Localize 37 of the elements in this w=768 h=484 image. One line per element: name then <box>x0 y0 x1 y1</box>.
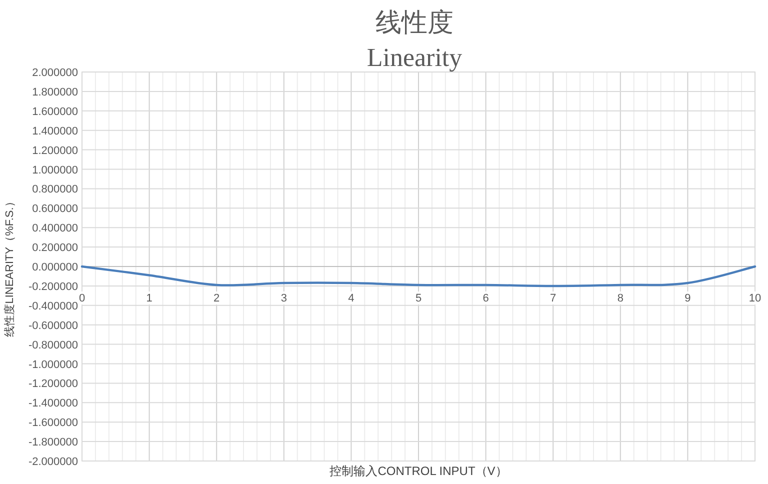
x-tick-label: 6 <box>482 292 489 304</box>
chart-title: 线性度 <box>376 8 454 37</box>
y-tick-label: -0.200000 <box>28 280 78 293</box>
y-tick-label: -0.400000 <box>28 300 78 312</box>
x-tick-label: 0 <box>78 292 86 304</box>
y-tick-label: -1.400000 <box>28 398 78 410</box>
y-tick-label: -1.800000 <box>28 436 78 449</box>
x-tick-label: 3 <box>280 292 287 304</box>
y-axis-title: 线性度LINEARITY（%F.S.） <box>3 196 16 337</box>
y-tick-label: 1.400000 <box>32 125 78 138</box>
x-tick-label: 10 <box>748 292 762 304</box>
x-tick-label: 9 <box>684 292 691 304</box>
y-tick-label: -1.000000 <box>28 358 78 371</box>
y-tick-label: 0.000000 <box>32 262 78 274</box>
x-tick-label: 5 <box>415 292 422 304</box>
y-tick-label: 1.600000 <box>32 106 78 118</box>
y-tick-label: -1.600000 <box>28 417 78 430</box>
y-tick-label: 1.000000 <box>32 164 78 176</box>
x-tick-label: 7 <box>550 292 556 304</box>
y-tick-label: 2.000000 <box>32 67 78 79</box>
y-tick-label: 0.800000 <box>32 184 78 196</box>
y-tick-label: 0.200000 <box>32 242 78 254</box>
x-tick-label: 2 <box>214 292 220 304</box>
y-tick-label: 0.400000 <box>32 222 78 235</box>
line-series <box>80 265 756 288</box>
y-tick-label: 1.200000 <box>32 144 78 157</box>
x-tick-label: 8 <box>617 292 624 304</box>
y-tick-label: -0.600000 <box>28 320 78 332</box>
y-tick-label: -1.200000 <box>28 378 78 390</box>
x-tick-label: 4 <box>348 292 354 304</box>
y-tick-label: 1.800000 <box>32 86 78 98</box>
y-tick-label: 0.600000 <box>32 203 78 216</box>
chart-subtitle: Linearity <box>366 43 462 72</box>
y-tick-label: -0.800000 <box>28 339 78 352</box>
x-tick-label: 1 <box>146 292 152 304</box>
y-tick-label: -2.000000 <box>28 456 78 468</box>
x-axis-title: 控制输入CONTROL INPUT（V） <box>330 464 508 478</box>
